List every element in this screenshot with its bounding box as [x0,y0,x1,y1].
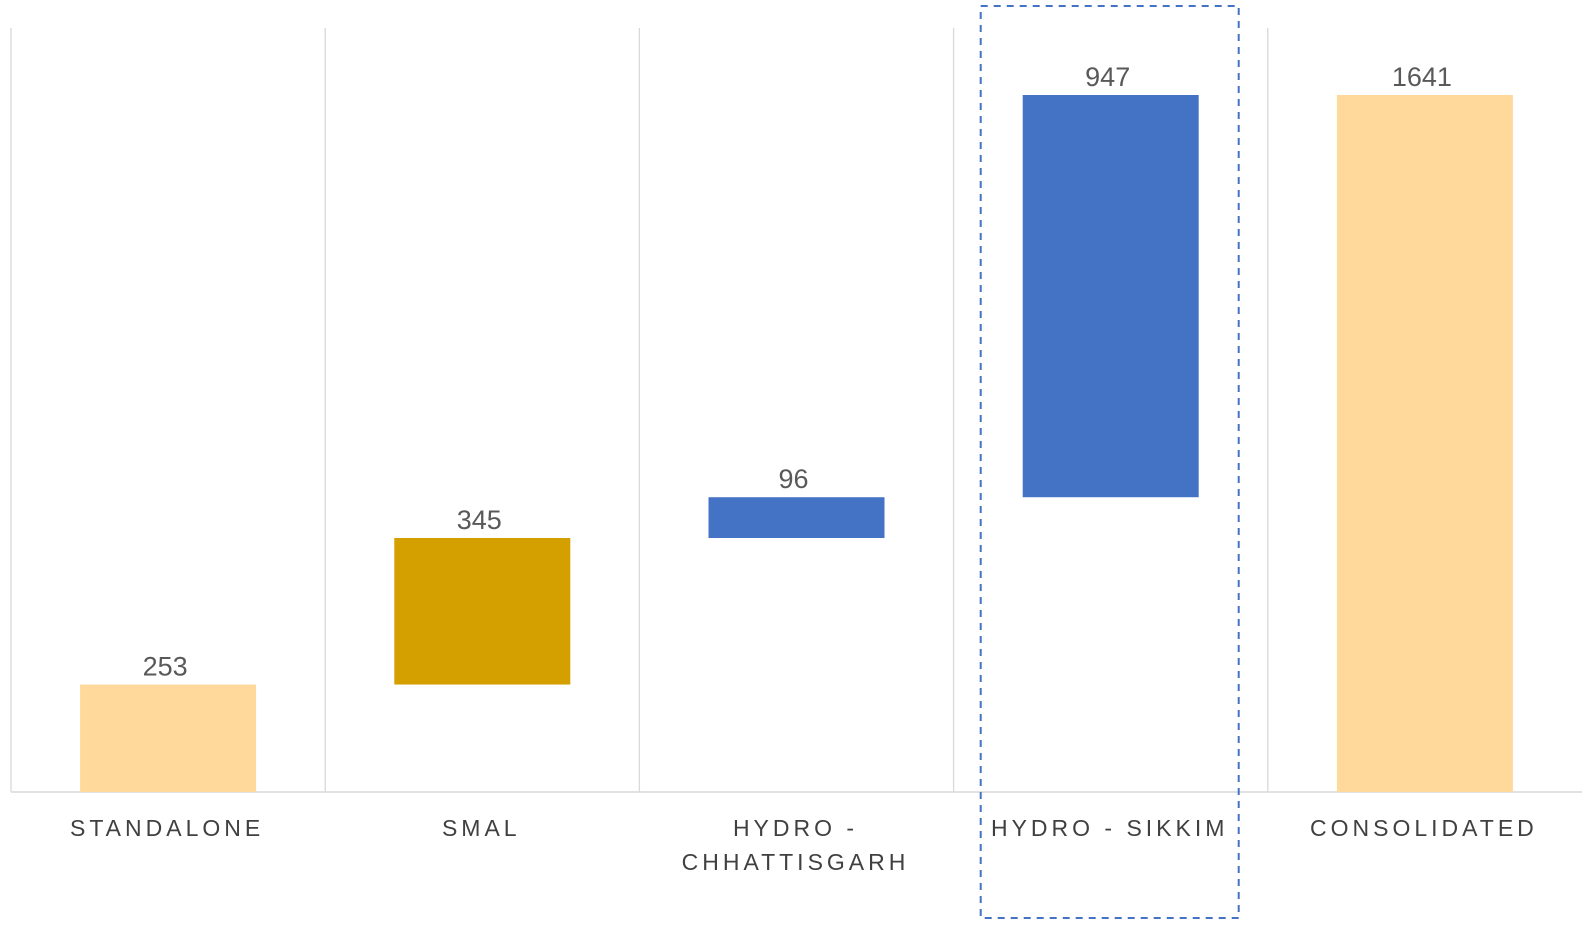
category-label-smal: SMAL [442,815,521,841]
category-label-standalone: STANDALONE [70,815,264,841]
value-label-hydro-sikkim: 947 [1085,62,1130,92]
value-label-hydro-chhattisgarh: 96 [778,464,808,494]
value-label-consolidated: 1641 [1392,62,1452,92]
category-label-hydro-sikkim: HYDRO - SIKKIM [991,815,1228,841]
value-label-smal: 345 [457,505,502,535]
bar-consolidated [1336,95,1513,792]
category-label-hydro-chhattisgarh: HYDRO -CHHATTISGARH [682,815,910,875]
bar-smal [394,538,571,685]
bar-standalone [80,684,257,792]
bar-hydro-chhattisgarh [708,497,885,539]
value-label-standalone: 253 [143,652,188,682]
category-label-consolidated: CONSOLIDATED [1310,815,1538,841]
bar-hydro-sikkim [1022,95,1199,498]
